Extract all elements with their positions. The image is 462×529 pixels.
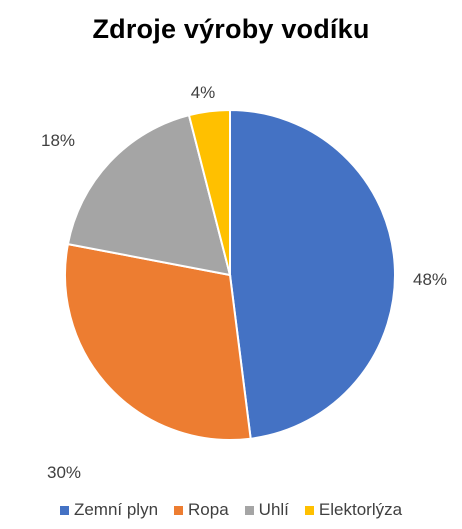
legend-swatch-1 bbox=[59, 505, 69, 515]
legend-label-4: Elektorlýza bbox=[318, 500, 403, 519]
legend-item-2: Ropa bbox=[174, 500, 229, 520]
chart-title: Zdroje výroby vodíku bbox=[92, 14, 370, 44]
pie-slice-2 bbox=[64, 242, 252, 441]
legend-item-1: Zemní plyn bbox=[59, 500, 159, 520]
legend: Zemní plyn Ropa Uhlí Elektorlýza bbox=[0, 500, 462, 520]
pie-slice-1 bbox=[229, 108, 396, 440]
data-label-2: 30% bbox=[47, 463, 81, 482]
legend-swatch-3 bbox=[244, 505, 254, 515]
data-label-1: 48% bbox=[413, 270, 447, 289]
pie-slice-4 bbox=[187, 108, 231, 276]
legend-item-3: Uhlí bbox=[244, 500, 289, 520]
legend-label-2: Ropa bbox=[188, 500, 229, 519]
legend-item-4: Elektorlýza bbox=[304, 500, 403, 520]
legend-swatch-4 bbox=[304, 505, 314, 515]
legend-swatch-2 bbox=[174, 505, 184, 515]
pie-slice-3 bbox=[66, 113, 232, 277]
data-label-3: 18% bbox=[41, 131, 75, 150]
data-label-4: 4% bbox=[191, 83, 216, 102]
legend-label-3: Uhlí bbox=[258, 500, 289, 519]
legend-label-1: Zemní plyn bbox=[73, 500, 159, 519]
